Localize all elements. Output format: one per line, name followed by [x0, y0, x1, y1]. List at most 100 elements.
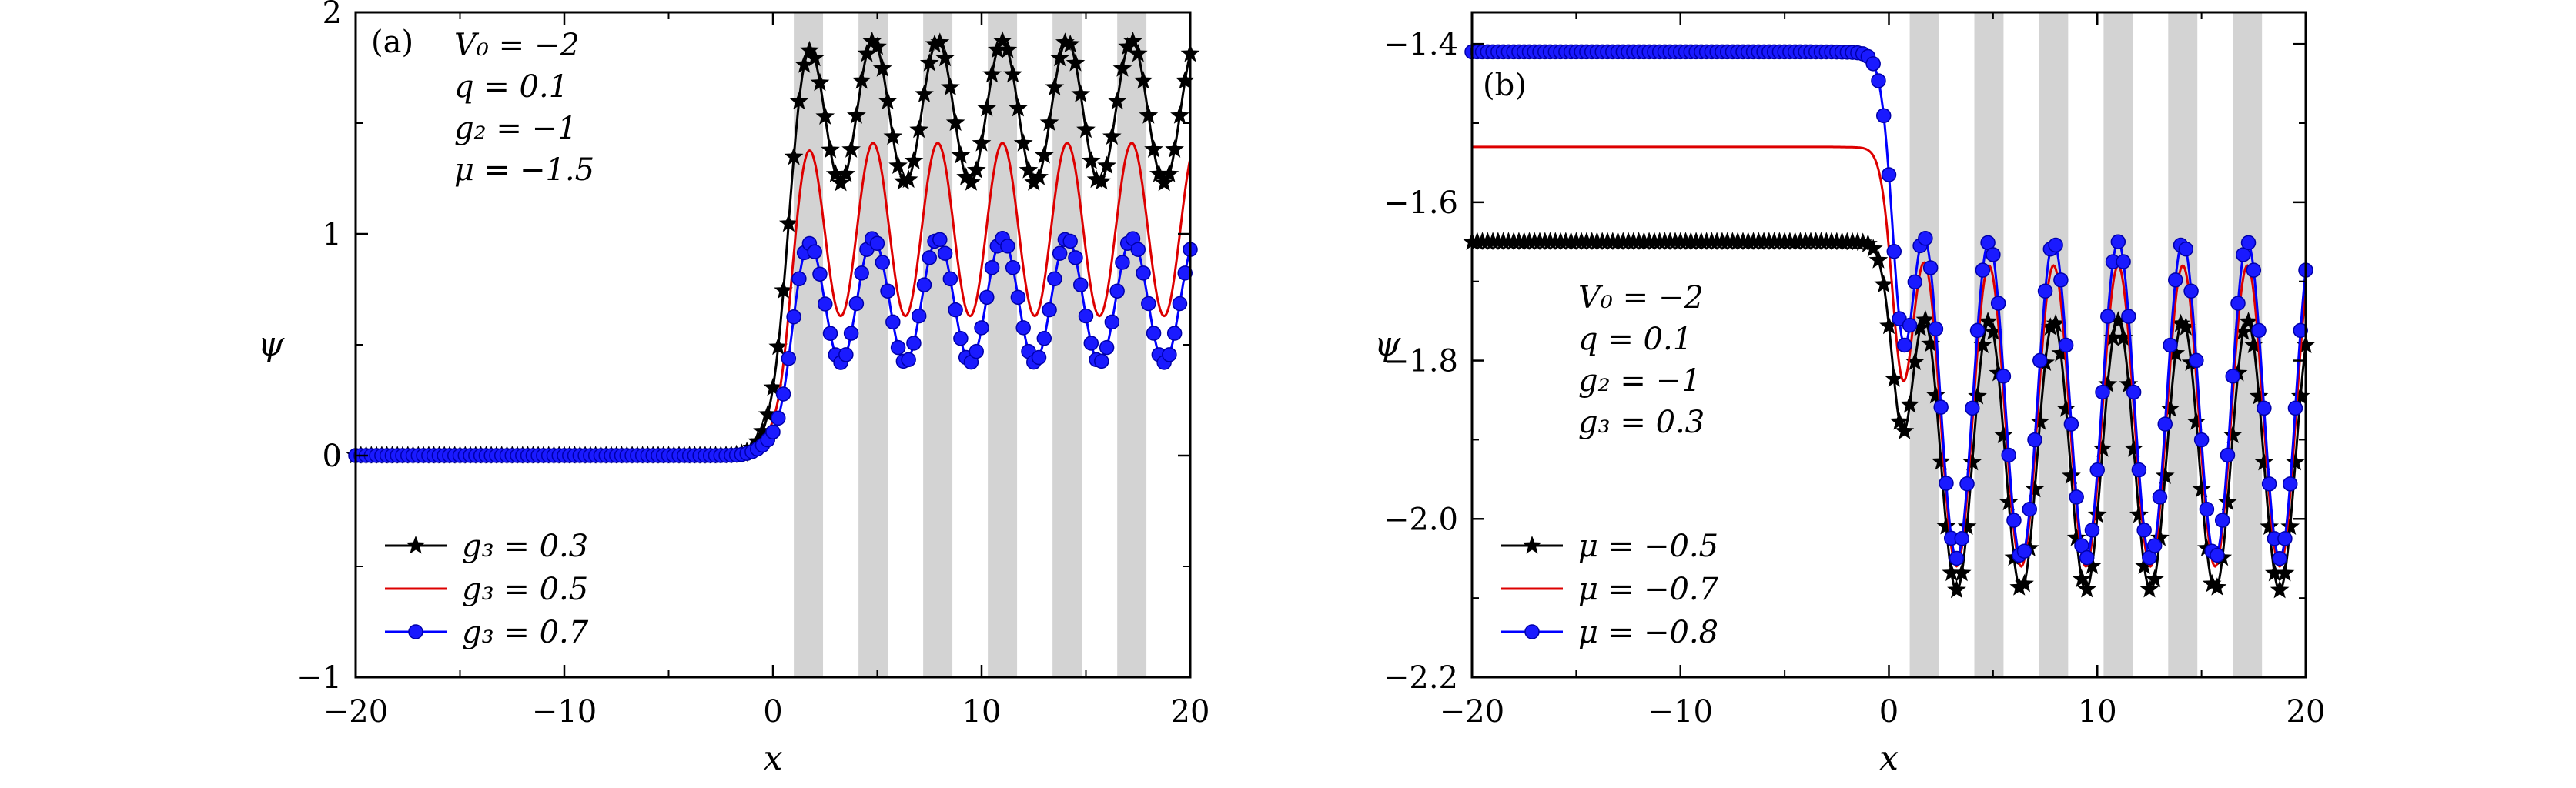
data-point	[791, 271, 807, 287]
data-point	[992, 31, 1012, 49]
data-point	[1141, 296, 1156, 312]
data-point	[2030, 412, 2050, 430]
data-point	[875, 255, 891, 270]
data-point	[969, 343, 984, 359]
data-point	[805, 48, 825, 67]
data-point	[768, 336, 788, 356]
data-point	[1000, 239, 1015, 254]
data-point	[1060, 34, 1080, 53]
data-point	[916, 277, 932, 292]
parameter-annotation: q = 0.1	[454, 69, 568, 105]
data-point	[2145, 569, 2165, 588]
data-point	[2152, 489, 2168, 505]
x-axis-label: x	[1879, 739, 1899, 778]
data-point	[1886, 244, 1902, 259]
data-point	[2116, 254, 2131, 269]
data-point	[1954, 531, 1970, 546]
data-point	[922, 250, 937, 265]
data-point	[2220, 447, 2236, 463]
legend-marker	[1524, 624, 1540, 639]
data-point	[2246, 262, 2262, 278]
data-point	[1895, 421, 1915, 439]
data-point	[2066, 528, 2086, 546]
legend-entry: g₃ = 0.7	[462, 615, 589, 650]
data-point	[775, 386, 791, 402]
data-point	[2001, 447, 2016, 463]
data-point	[1907, 274, 1923, 290]
legend-marker	[408, 624, 423, 639]
data-point	[1045, 77, 1065, 96]
data-point	[2016, 543, 2032, 559]
data-point	[937, 245, 953, 261]
data-point	[851, 71, 871, 89]
data-point	[2006, 513, 2022, 528]
data-point	[2168, 272, 2183, 288]
data-point	[2046, 313, 2066, 332]
data-point	[781, 351, 797, 366]
data-point	[868, 36, 887, 55]
shaded-band	[858, 12, 888, 677]
data-point	[2146, 538, 2163, 553]
data-point	[1865, 56, 1881, 72]
data-point	[1177, 265, 1193, 281]
data-point	[786, 309, 801, 325]
data-point	[2202, 573, 2222, 593]
data-point	[1071, 84, 1091, 102]
data-point	[2098, 374, 2118, 392]
data-point	[979, 289, 995, 306]
data-point	[2063, 416, 2079, 432]
data-point	[1975, 262, 1991, 278]
data-point	[1107, 91, 1127, 110]
x-tick-label: 0	[763, 694, 782, 730]
data-point	[2166, 343, 2186, 362]
data-point	[758, 404, 778, 423]
data-point	[1149, 164, 1169, 182]
data-point	[1868, 250, 1889, 269]
data-point	[1076, 119, 1096, 139]
data-point	[2286, 452, 2305, 471]
data-point	[988, 40, 1007, 58]
shaded-band	[794, 12, 824, 677]
data-point	[919, 53, 939, 72]
data-point	[1881, 167, 1897, 182]
parameter-annotation: V₀ = −2	[1578, 280, 1704, 316]
data-point	[1009, 98, 1028, 117]
data-point	[1999, 492, 2019, 511]
data-point	[1042, 302, 1057, 318]
data-point	[1928, 321, 1944, 337]
data-point	[1078, 308, 1094, 324]
data-point	[1003, 64, 1022, 83]
data-point	[1994, 425, 2013, 443]
data-point	[1957, 516, 1977, 535]
data-point	[904, 151, 924, 169]
data-point	[2041, 317, 2060, 336]
parameter-annotation: μ = −1.5	[454, 152, 594, 188]
y-tick-label: 0	[323, 439, 342, 474]
data-point	[2079, 549, 2095, 566]
data-point	[925, 34, 945, 53]
data-point	[2126, 384, 2142, 400]
data-point	[915, 84, 934, 102]
data-point	[1879, 316, 1899, 335]
data-point	[1109, 283, 1125, 299]
y-tick-label: 1	[323, 217, 342, 252]
y-tick-label: −1.8	[1383, 344, 1458, 379]
data-point	[872, 58, 892, 77]
data-point	[2210, 547, 2225, 563]
data-point	[1952, 563, 1972, 582]
data-point	[935, 48, 955, 67]
data-point	[2280, 516, 2300, 535]
data-point	[2089, 462, 2105, 478]
data-point	[771, 410, 786, 426]
data-point	[2282, 476, 2298, 492]
data-point	[2277, 531, 2293, 546]
data-point	[2058, 337, 2074, 353]
data-point	[1942, 563, 1962, 582]
data-point	[1978, 312, 1998, 330]
data-point	[1083, 336, 1099, 351]
data-point	[2176, 317, 2196, 336]
data-point	[1102, 126, 1122, 145]
data-point	[1933, 399, 1949, 415]
parameter-annotation: V₀ = −2	[454, 28, 580, 63]
data-point	[930, 32, 950, 51]
